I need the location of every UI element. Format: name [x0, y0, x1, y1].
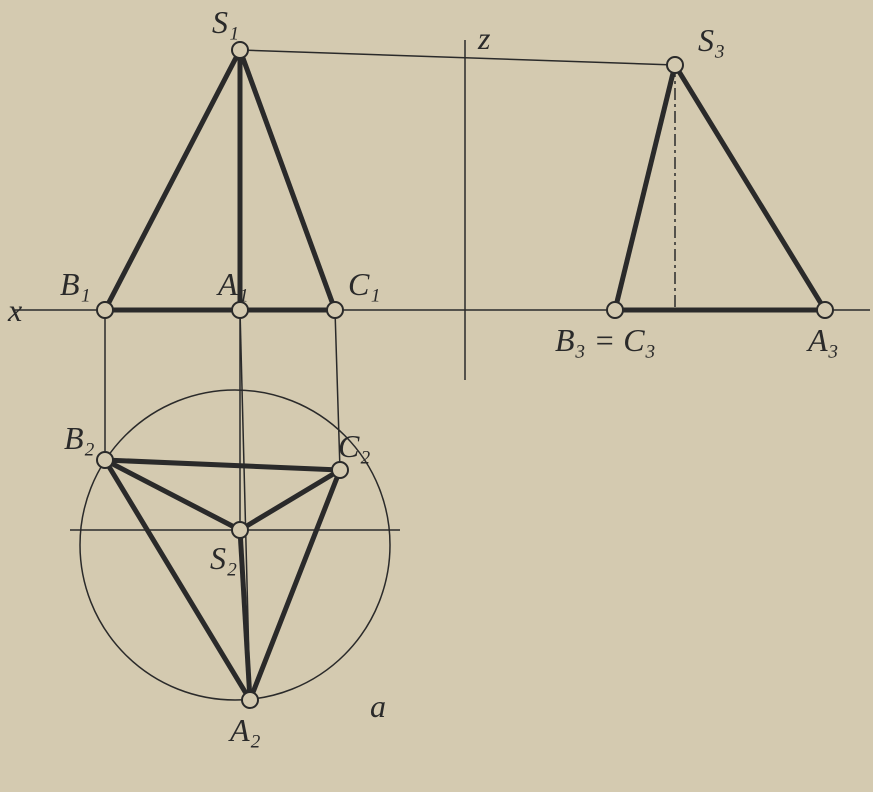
- line-s2-c2: [240, 470, 340, 530]
- label-c1: C₁: [348, 266, 380, 303]
- line-b2-c2: [105, 460, 340, 470]
- geometry-diagram: [0, 0, 873, 792]
- point-a3: [817, 302, 833, 318]
- label-b1: B₁: [60, 266, 91, 303]
- label-b2: B₂: [64, 420, 95, 457]
- label-z: z: [478, 20, 490, 57]
- line-s1-c1: [240, 50, 335, 310]
- label-b3c3: B₃ = C₃: [555, 322, 656, 359]
- label-c2: C₂: [338, 428, 370, 465]
- point-s3: [667, 57, 683, 73]
- label-a3: A₃: [808, 322, 839, 359]
- label-a: a: [370, 688, 386, 725]
- line-top-horizontal: [240, 50, 675, 65]
- line-s3-b3: [615, 65, 675, 310]
- point-b3c3: [607, 302, 623, 318]
- line-s3-a3: [675, 65, 825, 310]
- label-a2: A₂: [230, 712, 261, 749]
- line-c2-a2: [250, 470, 340, 700]
- label-x: x: [8, 292, 22, 329]
- point-a2: [242, 692, 258, 708]
- point-b1: [97, 302, 113, 318]
- point-c1: [327, 302, 343, 318]
- label-s2: S₂: [210, 540, 237, 577]
- point-a1: [232, 302, 248, 318]
- point-b2: [97, 452, 113, 468]
- label-s1: S₁: [212, 4, 239, 41]
- point-s2: [232, 522, 248, 538]
- label-a1: A₁: [218, 266, 249, 303]
- point-s1: [232, 42, 248, 58]
- label-s3: S₃: [698, 22, 725, 59]
